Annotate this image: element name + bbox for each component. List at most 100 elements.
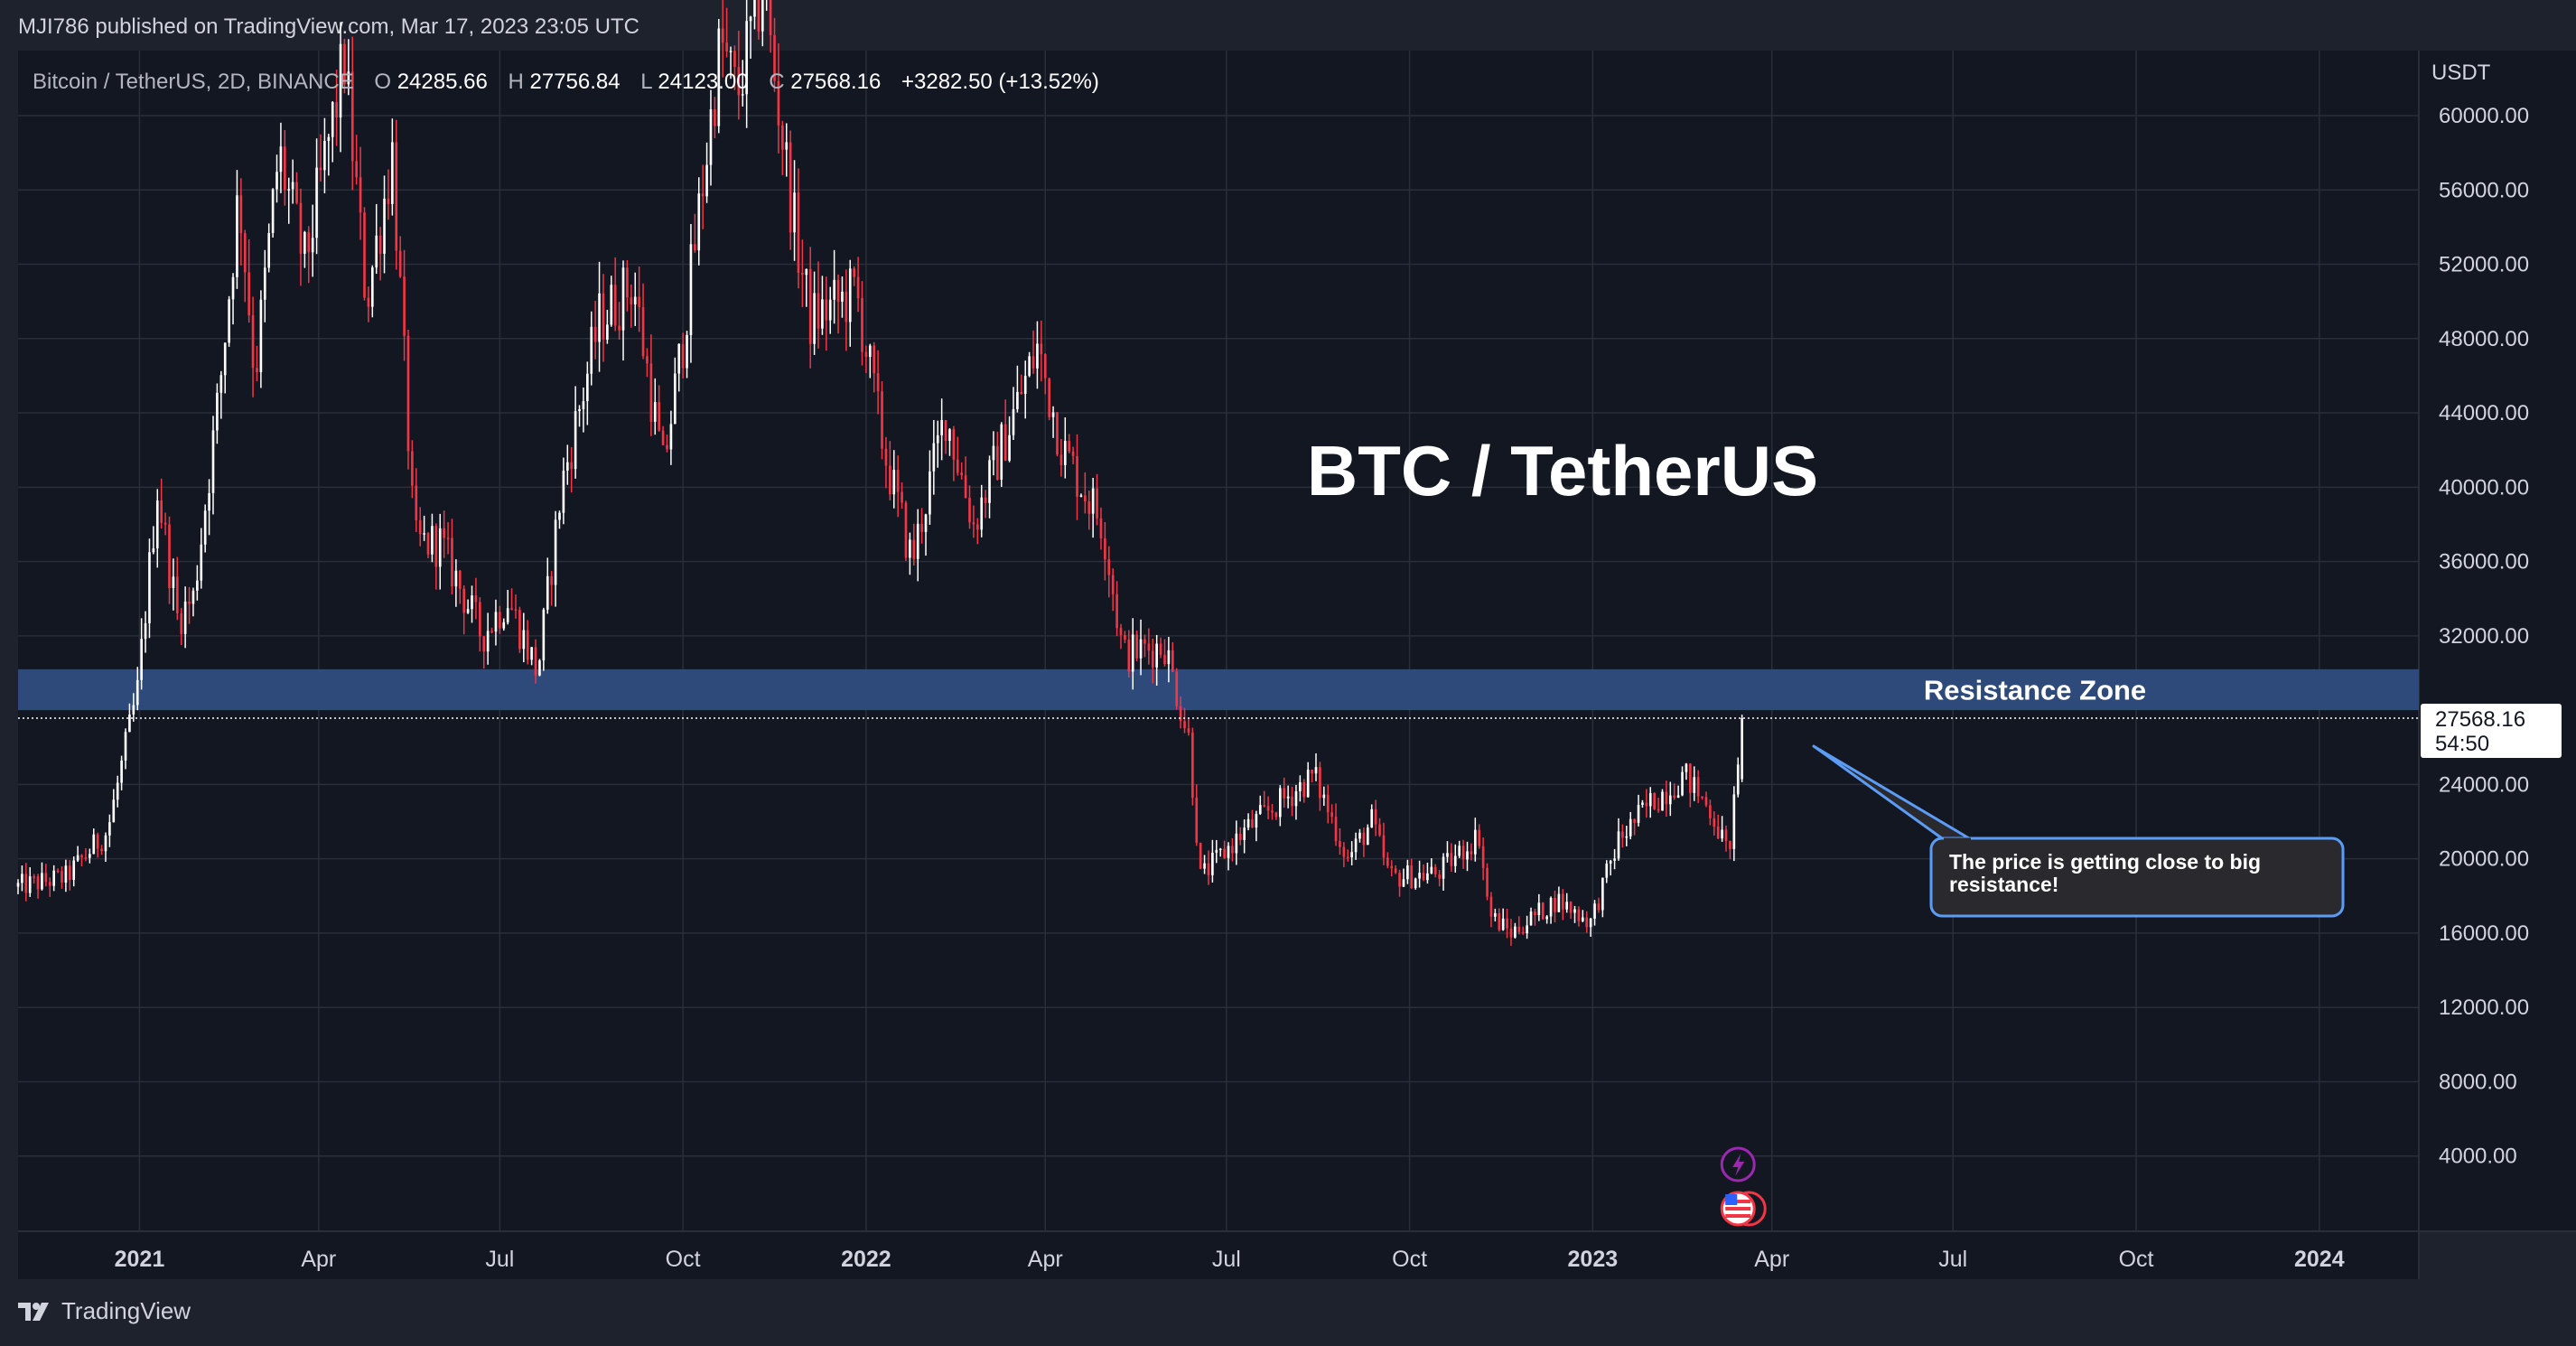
candle	[901, 481, 903, 509]
candle	[335, 70, 338, 146]
candle	[610, 276, 613, 327]
candle-body	[1569, 902, 1573, 913]
candle-body	[1135, 634, 1138, 659]
candle-body	[828, 299, 832, 321]
time-tick-label: Oct	[2119, 1247, 2154, 1272]
candle	[1509, 919, 1513, 947]
candle	[160, 478, 163, 529]
candle-body	[1589, 918, 1592, 928]
candle	[666, 435, 668, 453]
candle	[542, 607, 546, 671]
candle-body	[714, 109, 716, 126]
candle-body	[848, 268, 852, 322]
chart-pane[interactable]	[18, 51, 2419, 1230]
candle-body	[653, 402, 657, 422]
candle-body	[1294, 790, 1298, 807]
candle	[757, 0, 761, 40]
candle	[694, 213, 696, 253]
candle	[446, 522, 450, 555]
time-axis[interactable]	[18, 1232, 2419, 1279]
candle-body	[666, 444, 668, 450]
candle	[633, 272, 637, 326]
candle-body	[1521, 931, 1525, 934]
candle-body	[486, 631, 490, 652]
candle-body	[562, 470, 565, 513]
candle	[1534, 908, 1536, 926]
candle	[1629, 811, 1632, 840]
candle-body	[1243, 827, 1246, 840]
candle-body	[1036, 343, 1039, 369]
candle-body	[1326, 794, 1330, 813]
candle-body	[1545, 916, 1548, 920]
price-scale[interactable]	[2419, 51, 2576, 1230]
callout-box[interactable]	[1929, 837, 2345, 918]
price-tick-label: 44000.00	[2439, 401, 2529, 425]
candle-body	[1609, 860, 1612, 864]
candle-body	[287, 189, 291, 191]
candle-body	[1426, 873, 1429, 881]
candle	[343, 39, 346, 94]
candle	[490, 627, 493, 634]
candle-body	[96, 834, 99, 849]
candle-body	[33, 876, 35, 878]
time-tick-label: Apr	[1028, 1247, 1063, 1272]
candle	[1243, 819, 1246, 854]
candle	[1147, 628, 1151, 665]
candle-body	[1354, 838, 1358, 853]
candle-body	[415, 485, 418, 520]
us-flag-icon[interactable]	[1720, 1191, 1767, 1227]
candle-body	[1227, 846, 1230, 858]
candle	[565, 444, 569, 485]
candle-body	[952, 429, 956, 460]
candle	[1461, 839, 1465, 869]
candle	[1438, 870, 1441, 887]
candle	[996, 431, 999, 481]
candle	[717, 19, 721, 134]
candle	[132, 693, 135, 722]
candle	[148, 538, 151, 639]
candle-body	[773, 34, 776, 81]
candle	[845, 269, 848, 351]
candle-body	[1537, 902, 1541, 916]
candle-body	[135, 679, 139, 706]
candle-body	[387, 198, 390, 204]
candle	[398, 236, 402, 278]
candle-body	[590, 326, 593, 374]
candle	[916, 509, 919, 582]
lightning-icon[interactable]	[1720, 1146, 1756, 1182]
candle-body	[968, 498, 971, 523]
candle-body	[1721, 829, 1723, 839]
candle-body	[940, 420, 943, 435]
candle-body	[769, 0, 772, 35]
candle	[72, 856, 76, 887]
publish-info: MJI786 published on TradingView.com, Mar…	[18, 14, 639, 39]
candle-body	[621, 267, 625, 331]
time-tick-label: Apr	[1754, 1247, 1789, 1272]
candle	[805, 268, 808, 307]
candle-body	[1107, 559, 1111, 575]
candle-body	[558, 512, 561, 520]
candle	[395, 119, 398, 270]
candle-body	[279, 146, 283, 173]
candle	[1286, 785, 1290, 809]
candle	[84, 847, 88, 862]
candle	[1676, 785, 1680, 799]
candle	[861, 281, 863, 366]
candle	[578, 405, 581, 427]
candle-body	[1147, 643, 1151, 651]
tradingview-logo[interactable]: TradingView	[18, 1297, 191, 1325]
candle	[163, 512, 167, 536]
candle	[701, 164, 705, 229]
candle-body	[1183, 721, 1186, 729]
candle-body	[267, 232, 271, 268]
candle	[486, 612, 490, 665]
legend-low: 24123.00	[658, 70, 748, 94]
candle	[661, 425, 665, 445]
candle	[188, 586, 191, 624]
candle-body	[1342, 846, 1346, 857]
candle-body	[1406, 865, 1409, 880]
candle	[626, 260, 629, 312]
candle-body	[1390, 865, 1394, 869]
resistance-zone[interactable]	[18, 668, 2419, 711]
